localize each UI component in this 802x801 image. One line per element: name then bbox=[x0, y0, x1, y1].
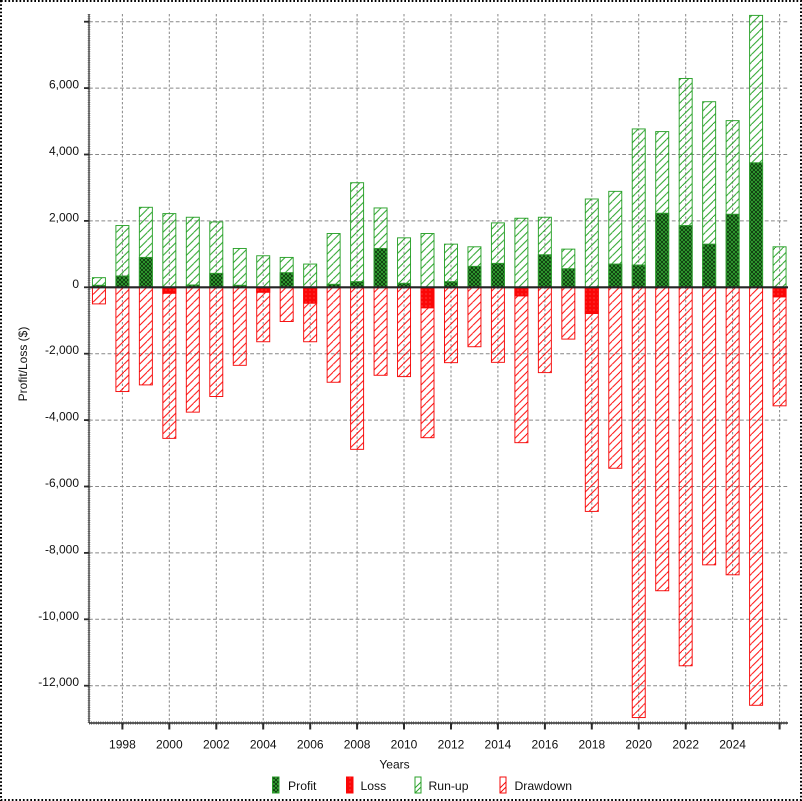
svg-text:Years: Years bbox=[379, 758, 409, 772]
svg-text:2008: 2008 bbox=[344, 738, 371, 752]
svg-text:2024: 2024 bbox=[719, 738, 746, 752]
svg-text:Drawdown: Drawdown bbox=[515, 779, 573, 793]
svg-text:2006: 2006 bbox=[297, 738, 324, 752]
svg-text:2012: 2012 bbox=[438, 738, 465, 752]
svg-text:-8,000: -8,000 bbox=[45, 542, 79, 556]
svg-text:-12,000: -12,000 bbox=[38, 675, 79, 689]
svg-text:2002: 2002 bbox=[203, 738, 230, 752]
svg-text:2,000: 2,000 bbox=[49, 210, 79, 224]
svg-text:0: 0 bbox=[72, 277, 79, 291]
svg-text:2020: 2020 bbox=[625, 738, 652, 752]
svg-text:2016: 2016 bbox=[532, 738, 559, 752]
svg-text:-2,000: -2,000 bbox=[45, 343, 79, 357]
svg-text:4,000: 4,000 bbox=[49, 144, 79, 158]
svg-text:2010: 2010 bbox=[391, 738, 418, 752]
svg-text:6,000: 6,000 bbox=[49, 78, 79, 92]
svg-text:2018: 2018 bbox=[578, 738, 605, 752]
svg-text:-4,000: -4,000 bbox=[45, 410, 79, 424]
svg-text:1998: 1998 bbox=[109, 738, 136, 752]
svg-text:2022: 2022 bbox=[672, 738, 699, 752]
svg-text:-10,000: -10,000 bbox=[38, 609, 79, 623]
svg-text:-6,000: -6,000 bbox=[45, 476, 79, 490]
svg-text:Profit: Profit bbox=[288, 779, 317, 793]
svg-text:2000: 2000 bbox=[156, 738, 183, 752]
svg-text:Loss: Loss bbox=[361, 779, 387, 793]
svg-text:2004: 2004 bbox=[250, 738, 277, 752]
svg-text:Run-up: Run-up bbox=[429, 779, 469, 793]
svg-text:Profit/Loss ($): Profit/Loss ($) bbox=[16, 327, 30, 402]
svg-text:2014: 2014 bbox=[485, 738, 512, 752]
